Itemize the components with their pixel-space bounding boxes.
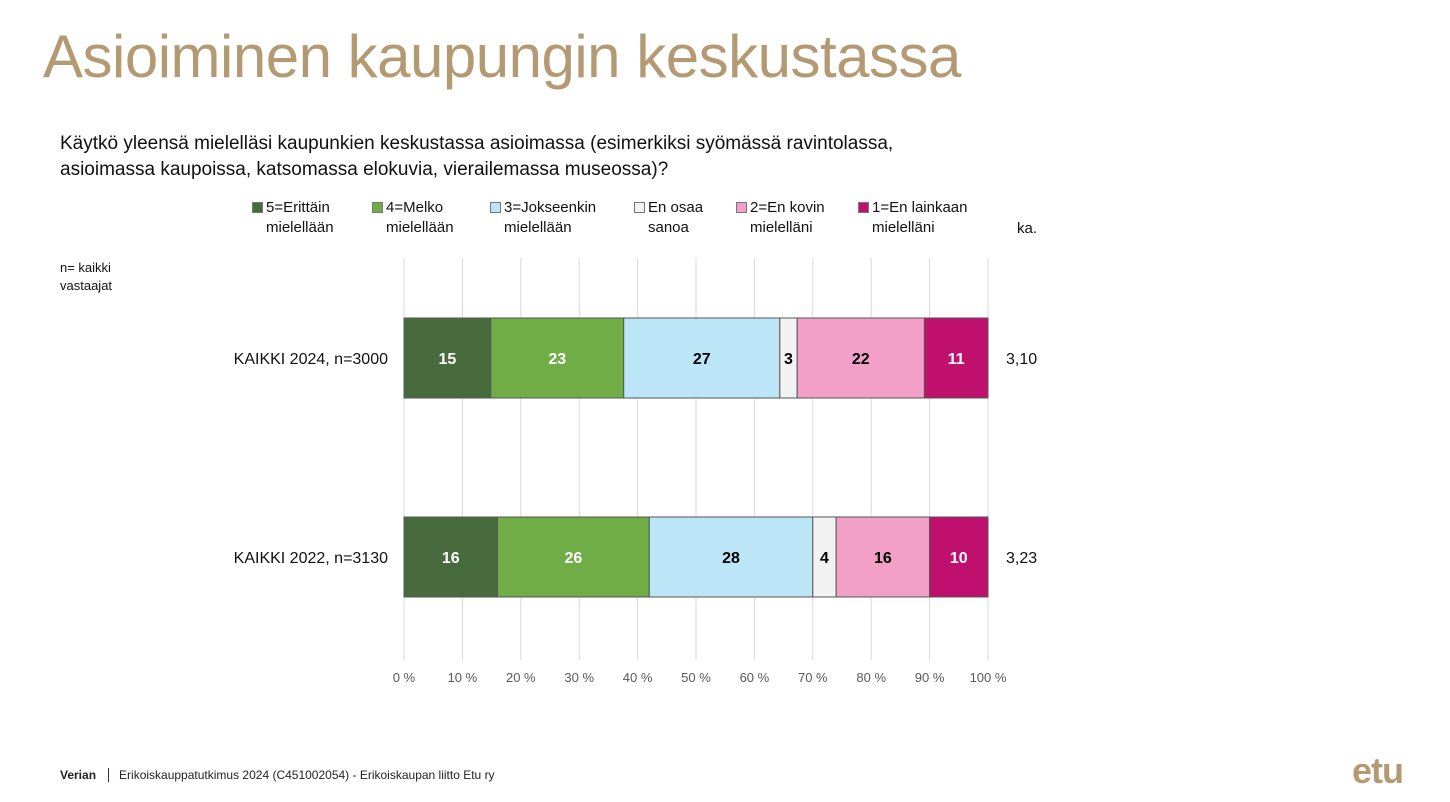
legend-label-line1: 2=En kovin (750, 199, 825, 216)
base-note: n= kaikki vastaajat (60, 259, 112, 295)
legend-label-line2: sanoa (648, 219, 689, 236)
data-label: 3 (784, 351, 793, 368)
data-label: 4 (820, 550, 829, 567)
data-label: 28 (722, 550, 740, 567)
legend-label-line1: 1=En lainkaan (872, 199, 968, 216)
legend-item-eos: En osaa sanoa (634, 198, 703, 238)
x-tick-label: 60 % (740, 670, 770, 685)
legend-swatch (634, 202, 645, 213)
legend-swatch (252, 202, 263, 213)
legend-item-5: 5=Erittäin mielellään (252, 198, 334, 238)
legend-label-line1: 3=Jokseenkin (504, 199, 597, 216)
x-tick-label: 40 % (623, 670, 653, 685)
x-tick-label: 10 % (448, 670, 478, 685)
question-line-2: asioimassa kaupoissa, katsomassa elokuvi… (60, 159, 669, 180)
footer-brand: Verian (60, 768, 97, 782)
legend-item-4: 4=Melko mielellään (372, 198, 454, 238)
legend-swatch (736, 202, 747, 213)
question-line-1: Käytkö yleensä mielelläsi kaupunkien kes… (60, 133, 894, 154)
x-tick-label: 50 % (681, 670, 711, 685)
average-column-header: ka. (1017, 220, 1038, 237)
data-label: 26 (564, 550, 582, 567)
x-tick-label: 70 % (798, 670, 828, 685)
category-label: KAIKKI 2024, n=3000 (234, 351, 388, 368)
x-tick-label: 80 % (856, 670, 886, 685)
legend-item-3: 3=Jokseenkin mielellään (490, 198, 596, 238)
bar-segment (403, 516, 498, 598)
x-tick-label: 30 % (564, 670, 594, 685)
legend-item-1: 1=En lainkaan mielelläni (858, 198, 968, 238)
data-label: 22 (852, 351, 870, 368)
bar-segment (496, 516, 650, 598)
legend-label-line2: mielelläni (872, 219, 935, 236)
footer-separator (108, 768, 110, 782)
bar-segment (403, 317, 492, 399)
legend-label-line2: mielelläni (750, 219, 813, 236)
x-tick-label: 100 % (970, 670, 1007, 685)
data-label: 27 (693, 351, 711, 368)
legend-swatch (858, 202, 869, 213)
legend-label-line2: mielellään (266, 219, 334, 236)
bar-segment (796, 317, 925, 399)
x-tick-label: 0 % (393, 670, 416, 685)
bar-segment (923, 317, 989, 399)
base-note-line-1: n= kaikki (60, 260, 111, 275)
footer-text: Erikoiskauppatutkimus 2024 (C451002054) … (119, 768, 495, 782)
page-title: Asioiminen kaupungin keskustassa (43, 23, 961, 90)
legend-label-line1: 4=Melko (386, 199, 444, 216)
etu-logo: etu (1352, 750, 1404, 791)
legend-item-2: 2=En kovin mielelläni (736, 198, 825, 238)
bar-segment (648, 516, 814, 598)
legend-label-line1: 5=Erittäin (266, 199, 330, 216)
legend-swatch (490, 202, 501, 213)
bar-segment (835, 516, 931, 598)
footer: Verian Erikoiskauppatutkimus 2024 (C45100… (60, 768, 495, 782)
data-label: 10 (950, 550, 968, 567)
category-label: KAIKKI 2022, n=3130 (234, 550, 388, 567)
data-label: 16 (442, 550, 460, 567)
data-label: 15 (438, 351, 456, 368)
data-label: 11 (948, 351, 965, 368)
x-tick-label: 90 % (915, 670, 945, 685)
legend-label-line2: mielellään (386, 219, 454, 236)
bar-segment (623, 317, 781, 399)
data-label: 23 (548, 351, 566, 368)
base-note-line-2: vastaajat (60, 278, 113, 293)
data-label: 16 (874, 550, 892, 567)
legend-swatch (372, 202, 383, 213)
average-value: 3,10 (1006, 351, 1037, 368)
average-value: 3,23 (1006, 550, 1037, 567)
x-tick-label: 20 % (506, 670, 536, 685)
legend-label-line1: En osaa (648, 199, 704, 216)
bar-segment (929, 516, 989, 598)
survey-question: Käytkö yleensä mielelläsi kaupunkien kes… (60, 131, 960, 183)
legend-label-line2: mielellään (504, 219, 572, 236)
